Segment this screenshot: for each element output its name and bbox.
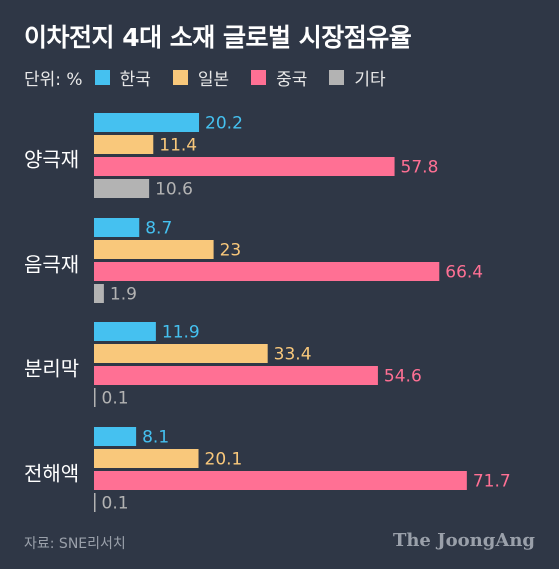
legend-label-other: 기타: [354, 69, 386, 90]
legend-swatch-china: [251, 69, 267, 85]
legend-swatch-korea: [94, 69, 110, 85]
category-label-3: 전해액: [24, 462, 79, 486]
value-label-japan-3: 20.1: [205, 450, 243, 470]
bar-japan-0: [94, 135, 154, 154]
category-label-2: 분리막: [24, 357, 79, 381]
bar-japan-2: [94, 344, 268, 363]
legend-item-korea: 한국: [94, 65, 151, 90]
bar-korea-3: [94, 427, 137, 446]
brand-logo: The JoongAng: [392, 530, 535, 551]
value-label-other-3: 0.1: [102, 494, 129, 514]
bar-chart: 양극재 20.2 11.4 57.8 10.6 음극재 8.7 23 66.4 1.9 분리막 11.…: [24, 113, 511, 514]
value-label-china-0: 57.8: [401, 158, 439, 178]
value-label-other-1: 1.9: [110, 285, 137, 305]
category-label-0: 양극재: [24, 148, 79, 172]
bar-korea-2: [94, 322, 156, 341]
value-label-korea-1: 8.7: [145, 219, 172, 239]
value-label-china-2: 54.6: [384, 367, 422, 387]
bar-china-0: [94, 157, 395, 176]
legend-swatch-japan: [172, 69, 188, 85]
legend-item-china: 중국: [251, 65, 307, 90]
unit-label: 단위: %: [24, 69, 83, 90]
value-label-korea-0: 20.2: [205, 114, 243, 134]
bar-other-2: [94, 388, 96, 407]
bar-other-1: [94, 284, 104, 303]
legend-label-korea: 한국: [119, 69, 151, 90]
chart-area: 양극재 20.2 11.4 57.8 10.6 음극재 8.7 23 66.4 1.9 분리막 11.…: [0, 100, 559, 525]
legend-swatch-other: [329, 69, 345, 85]
bar-other-0: [94, 179, 150, 198]
value-label-china-3: 71.7: [473, 472, 511, 492]
bar-japan-3: [94, 449, 199, 468]
value-label-other-0: 10.6: [155, 180, 193, 200]
value-label-japan-2: 33.4: [274, 345, 312, 365]
legend-label-china: 중국: [276, 69, 308, 90]
bar-china-1: [94, 262, 440, 281]
value-label-china-1: 66.4: [445, 263, 483, 283]
legend-item-other: 기타: [329, 65, 386, 90]
bar-china-2: [94, 366, 378, 385]
legend: 단위: % 한국 일본 중국 기타: [24, 64, 408, 90]
source-note: 자료: SNE리서치: [24, 536, 126, 552]
bar-china-3: [94, 471, 467, 490]
chart-title: 이차전지 4대 소재 글로벌 시장점유율: [24, 23, 412, 52]
legend-item-japan: 일본: [172, 65, 230, 90]
value-label-japan-0: 11.4: [159, 136, 197, 156]
value-label-japan-1: 23: [220, 241, 242, 261]
bar-korea-0: [94, 113, 200, 132]
bar-korea-1: [94, 218, 140, 237]
value-label-other-2: 0.1: [102, 389, 129, 409]
category-label-1: 음극재: [24, 253, 79, 277]
bar-japan-1: [94, 240, 214, 259]
legend-label-japan: 일본: [197, 69, 230, 90]
value-label-korea-3: 8.1: [142, 428, 169, 448]
value-label-korea-2: 11.9: [162, 323, 200, 343]
bar-other-3: [94, 493, 96, 512]
